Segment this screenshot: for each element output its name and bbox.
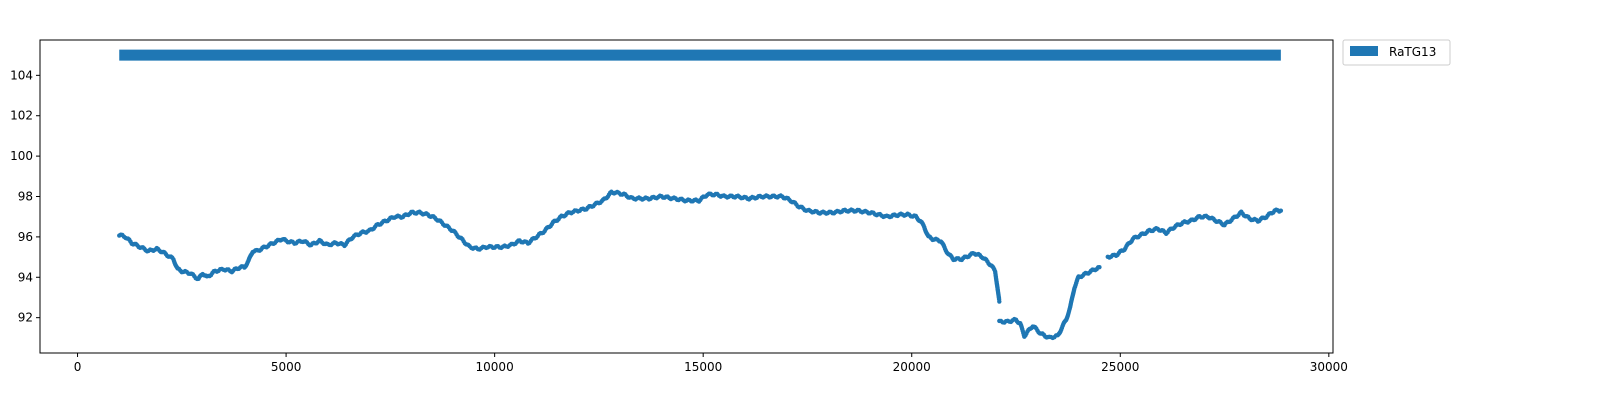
x-tick-label: 30000 (1310, 360, 1348, 374)
y-tick-label: 98 (18, 190, 33, 204)
data-point (1097, 264, 1102, 270)
legend: RaTG13 (1342, 39, 1451, 66)
y-tick-label: 100 (10, 149, 33, 163)
x-tick-label: 15000 (684, 360, 722, 374)
y-tick-label: 104 (10, 68, 33, 82)
plot-marks (117, 49, 1284, 341)
x-tick-label: 10000 (476, 360, 514, 374)
x-tick-label: 5000 (271, 360, 302, 374)
series-3 (1105, 207, 1284, 260)
y-tick-label: 94 (18, 270, 33, 284)
x-tick-label: 0 (74, 360, 82, 374)
plot-frame (39, 39, 1334, 354)
legend-swatch (1350, 46, 1378, 56)
series-2 (997, 264, 1102, 341)
y-tick-label: 96 (18, 230, 33, 244)
x-tick-label: 20000 (893, 360, 931, 374)
y-tick-label: 102 (10, 109, 33, 123)
legend-label: RaTG13 (1389, 45, 1436, 59)
y-axis: 92 94 96 98 100 102 104 (10, 68, 40, 325)
x-axis: 0 5000 10000 15000 20000 25000 30000 (74, 353, 1348, 374)
data-point (1278, 208, 1284, 213)
x-tick-label: 25000 (1101, 360, 1139, 374)
data-point (997, 299, 1002, 304)
series-1 (117, 189, 1002, 304)
y-tick-label: 92 (18, 311, 33, 325)
